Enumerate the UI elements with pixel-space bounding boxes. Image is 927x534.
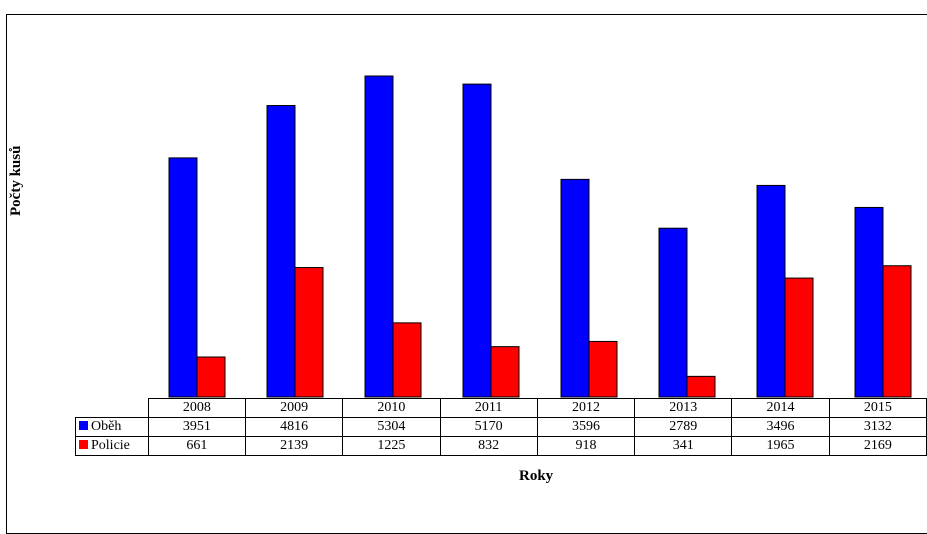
category-label: 2013 — [634, 398, 733, 418]
legend-entry: Oběh — [75, 417, 149, 437]
x-axis-label: Roky — [519, 468, 554, 484]
data-value: 3596 — [536, 417, 636, 437]
data-value: 5304 — [342, 417, 441, 437]
data-value: 2169 — [828, 436, 927, 456]
data-value: 4816 — [244, 417, 344, 437]
category-label: 2008 — [147, 398, 246, 418]
bar-oběh-2008 — [168, 157, 198, 398]
bar-policie-2015 — [882, 265, 912, 398]
table-row: Oběh 3951 4816 5304 5170 3596 2789 3496 3132 — [75, 417, 927, 437]
bar-policie-2011 — [490, 346, 520, 398]
category-label: 2014 — [731, 398, 830, 418]
table-header-row: 2008 2009 2010 2011 2012 2013 2014 2015 — [75, 398, 927, 418]
series-name: Oběh — [91, 419, 122, 434]
category-label: 2012 — [536, 398, 636, 418]
data-value: 5170 — [439, 417, 538, 437]
category-label: 2011 — [439, 398, 538, 418]
series-name: Policie — [91, 438, 130, 453]
bar-policie-2010 — [392, 322, 422, 398]
bar-policie-2012 — [588, 340, 618, 398]
legend-entry: Policie — [75, 436, 149, 456]
data-value: 3951 — [147, 417, 246, 437]
data-value: 341 — [634, 436, 733, 456]
category-label: 2010 — [342, 398, 441, 418]
bar-policie-2009 — [294, 267, 324, 398]
bar-oběh-2011 — [462, 83, 492, 398]
table-corner — [75, 398, 149, 418]
bar-oběh-2015 — [854, 206, 884, 398]
data-table: 2008 2009 2010 2011 2012 2013 2014 2015 Oběh 3951… — [75, 398, 927, 456]
bar-oběh-2010 — [364, 75, 394, 398]
data-value: 3496 — [731, 417, 830, 437]
data-value: 918 — [536, 436, 636, 456]
y-axis-label: Počty kusů — [8, 145, 24, 216]
bar-policie-2013 — [686, 375, 716, 398]
bar-chart — [168, 75, 912, 398]
table-row: Policie 661 2139 1225 832 918 341 1965 2169 — [75, 436, 927, 456]
data-value: 1225 — [342, 436, 441, 456]
data-value: 661 — [147, 436, 246, 456]
data-value: 832 — [439, 436, 538, 456]
bar-oběh-2013 — [658, 227, 688, 398]
data-value: 3132 — [828, 417, 927, 437]
legend-swatch — [79, 440, 88, 449]
category-label: 2015 — [828, 398, 927, 418]
bar-policie-2014 — [784, 277, 814, 398]
bar-oběh-2012 — [560, 178, 590, 398]
data-value: 1965 — [731, 436, 830, 456]
legend-swatch — [79, 421, 88, 430]
bar-oběh-2014 — [756, 184, 786, 398]
bar-policie-2008 — [196, 356, 226, 398]
data-value: 2139 — [244, 436, 344, 456]
data-value: 2789 — [634, 417, 733, 437]
category-label: 2009 — [244, 398, 344, 418]
bar-oběh-2009 — [266, 105, 296, 398]
